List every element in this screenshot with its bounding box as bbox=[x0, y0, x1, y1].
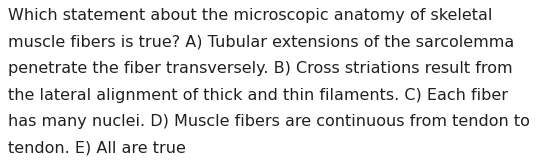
Text: the lateral alignment of thick and thin filaments. C) Each fiber: the lateral alignment of thick and thin … bbox=[8, 88, 508, 103]
Text: has many nuclei. D) Muscle fibers are continuous from tendon to: has many nuclei. D) Muscle fibers are co… bbox=[8, 114, 530, 129]
Text: penetrate the fiber transversely. B) Cross striations result from: penetrate the fiber transversely. B) Cro… bbox=[8, 61, 512, 76]
Text: muscle fibers is true? A) Tubular extensions of the sarcolemma: muscle fibers is true? A) Tubular extens… bbox=[8, 35, 514, 50]
Text: Which statement about the microscopic anatomy of skeletal: Which statement about the microscopic an… bbox=[8, 8, 492, 23]
Text: tendon. E) All are true: tendon. E) All are true bbox=[8, 140, 186, 155]
